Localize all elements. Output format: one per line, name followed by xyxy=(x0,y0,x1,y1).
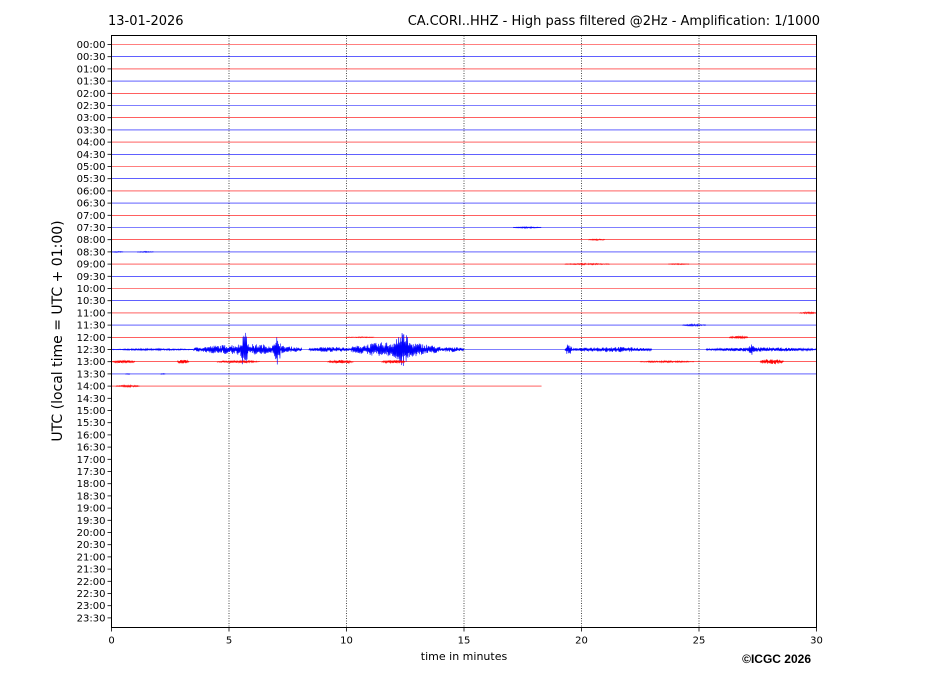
event-burst-1300-27 xyxy=(639,359,695,364)
x-tick-label: 30 xyxy=(810,636,823,647)
y-tick-label: 11:30 xyxy=(77,321,106,332)
event-burst-0900-5 xyxy=(668,263,690,266)
y-tick-label: 13:30 xyxy=(77,369,106,380)
y-tick-label: 23:00 xyxy=(77,601,106,612)
chart-title: CA.CORI..HHZ - High pass filtered @2Hz -… xyxy=(408,14,820,29)
y-tick-label: 22:30 xyxy=(77,589,106,600)
y-tick-label: 20:30 xyxy=(77,540,106,551)
y-tick-label: 16:30 xyxy=(77,443,106,454)
event-burst-0730-0 xyxy=(513,225,542,230)
grid-lines xyxy=(228,35,700,628)
y-tick-label: 17:30 xyxy=(77,467,106,478)
event-burst-0830-2 xyxy=(111,250,124,253)
x-tick-label: 10 xyxy=(340,636,353,647)
event-burst-1230-17 xyxy=(440,347,465,353)
y-tick-label: 02:30 xyxy=(77,101,106,112)
y-tick-label: 03:30 xyxy=(77,125,106,136)
date-label: 13-01-2026 xyxy=(108,14,184,29)
event-burst-1230-10 xyxy=(111,347,194,352)
event-burst-1300-25 xyxy=(327,359,354,365)
y-tick-label: 22:00 xyxy=(77,577,106,588)
event-burst-0800-1 xyxy=(588,238,605,242)
y-tick-label: 10:30 xyxy=(77,296,106,307)
event-burst-1300-24 xyxy=(216,359,260,364)
y-axis-label: UTC (local time = UTC + 01:00) xyxy=(50,220,66,441)
y-tick-label: 01:00 xyxy=(77,64,106,75)
y-tick-label: 17:00 xyxy=(77,455,106,466)
y-tick-label: 00:30 xyxy=(77,52,106,63)
event-burst-1300-28 xyxy=(759,359,784,365)
event-burst-1230-20 xyxy=(705,347,817,352)
y-tick-label: 14:30 xyxy=(77,394,106,405)
y-tick-label: 07:30 xyxy=(77,223,106,234)
event-burst-1230-12 xyxy=(240,332,248,365)
y-tick-label: 09:30 xyxy=(77,272,106,283)
event-burst-1230-21 xyxy=(748,344,756,355)
y-tick-label: 16:00 xyxy=(77,430,106,441)
x-axis-ticks: 0 5 10 15 20 25 30 xyxy=(108,627,823,647)
event-burst-1100-6 xyxy=(799,311,817,315)
y-tick-label: 14:00 xyxy=(77,382,106,393)
event-burst-1300-26 xyxy=(381,359,406,365)
event-burst-0900-4 xyxy=(564,262,610,266)
event-burst-1200-8 xyxy=(346,336,375,339)
x-tick-label: 20 xyxy=(575,636,588,647)
y-tick-label: 11:00 xyxy=(77,308,106,319)
y-tick-label: 18:00 xyxy=(77,479,106,490)
event-burst-1300-23 xyxy=(177,359,190,364)
x-tick-label: 15 xyxy=(458,636,471,647)
y-tick-label: 10:00 xyxy=(77,284,106,295)
y-tick-label: 04:30 xyxy=(77,150,106,161)
y-tick-label: 03:00 xyxy=(77,113,106,124)
event-burst-1230-11 xyxy=(193,344,303,355)
y-tick-label: 19:30 xyxy=(77,516,106,527)
y-tick-label: 21:00 xyxy=(77,552,106,563)
copyright-text: ©ICGC 2026 xyxy=(742,652,811,666)
y-tick-label: 20:00 xyxy=(77,528,106,539)
event-burst-1230-16 xyxy=(393,333,413,366)
x-tick-label: 5 xyxy=(226,636,232,647)
event-burst-1230-18 xyxy=(564,344,573,354)
y-tick-label: 13:00 xyxy=(77,357,106,368)
plot-frame xyxy=(111,35,817,628)
event-burst-1300-22 xyxy=(111,359,136,364)
y-tick-label: 02:00 xyxy=(77,89,106,100)
y-tick-label: 00:00 xyxy=(77,40,106,51)
event-burst-1400-31 xyxy=(115,384,140,389)
y-tick-label: 06:00 xyxy=(77,186,106,197)
y-tick-label: 05:00 xyxy=(77,162,106,173)
y-tick-label: 21:30 xyxy=(77,565,106,576)
x-tick-label: 25 xyxy=(693,636,706,647)
y-tick-label: 07:00 xyxy=(77,211,106,222)
y-tick-label: 06:30 xyxy=(77,199,106,210)
event-burst-1230-19 xyxy=(571,346,653,353)
event-burst-0830-3 xyxy=(137,250,154,254)
y-tick-label: 12:00 xyxy=(77,333,106,344)
y-tick-label: 15:30 xyxy=(77,418,106,429)
y-tick-label: 09:00 xyxy=(77,260,106,271)
y-tick-label: 18:30 xyxy=(77,491,106,502)
event-burst-1130-7 xyxy=(682,323,707,327)
y-tick-label: 08:00 xyxy=(77,235,106,246)
y-tick-label: 15:00 xyxy=(77,406,106,417)
y-tick-label: 08:30 xyxy=(77,247,106,258)
y-tick-label: 01:30 xyxy=(77,77,106,88)
x-tick-label: 0 xyxy=(108,636,114,647)
x-axis-label: time in minutes xyxy=(421,650,508,663)
event-burst-1230-13 xyxy=(273,337,281,365)
event-burst-1230-14 xyxy=(308,346,352,353)
event-burst-1330-29 xyxy=(125,373,131,375)
y-tick-label: 04:00 xyxy=(77,138,106,149)
event-burst-1330-30 xyxy=(160,373,166,375)
event-burst-1200-9 xyxy=(729,335,749,340)
seismic-traces xyxy=(111,44,817,389)
y-tick-label: 05:30 xyxy=(77,174,106,185)
y-tick-label: 12:30 xyxy=(77,345,106,356)
y-tick-label: 23:30 xyxy=(77,613,106,624)
y-tick-label: 19:00 xyxy=(77,504,106,515)
